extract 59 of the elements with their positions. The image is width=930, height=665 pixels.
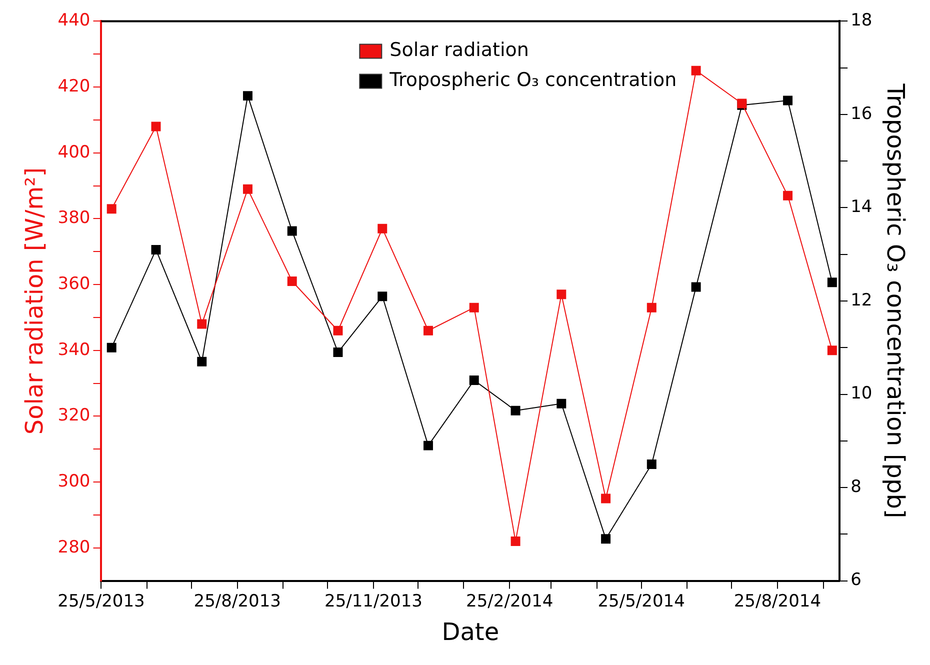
x-tick-label: 25/8/2014 bbox=[734, 591, 822, 612]
point bbox=[646, 459, 656, 469]
x-tick-label: 25/5/2014 bbox=[598, 591, 685, 612]
y2-axis-title: Tropospheric O₃ concentration [ppb] bbox=[881, 82, 910, 518]
y-tick-label: 360 bbox=[58, 274, 90, 294]
point bbox=[827, 278, 837, 288]
y-tick-label: 280 bbox=[58, 537, 90, 558]
point bbox=[242, 184, 252, 194]
point bbox=[691, 66, 701, 76]
x-tick-label: 25/8/2013 bbox=[194, 591, 281, 612]
point bbox=[510, 536, 520, 546]
legend-label: Solar radiation bbox=[390, 39, 529, 62]
x-tick-label: 25/11/2013 bbox=[324, 591, 422, 612]
point bbox=[197, 319, 207, 329]
point bbox=[197, 356, 207, 366]
y-tick-label: 300 bbox=[58, 471, 90, 492]
point bbox=[556, 290, 566, 300]
point bbox=[646, 302, 656, 312]
x-tick-label: 25/5/2013 bbox=[58, 591, 145, 612]
point bbox=[106, 342, 116, 352]
point bbox=[510, 406, 520, 416]
point bbox=[423, 440, 433, 450]
y2-tick-label: 18 bbox=[850, 10, 872, 31]
y-tick-label: 380 bbox=[58, 208, 90, 228]
y-tick-label: 340 bbox=[58, 340, 90, 360]
point bbox=[287, 276, 297, 286]
point bbox=[333, 326, 343, 336]
point bbox=[333, 348, 343, 358]
point bbox=[151, 122, 161, 132]
point bbox=[691, 282, 701, 292]
y-tick-label: 320 bbox=[58, 406, 90, 426]
point bbox=[827, 346, 837, 356]
point bbox=[378, 224, 388, 234]
y-tick-label: 420 bbox=[58, 76, 90, 96]
y2-tick-label: 10 bbox=[850, 384, 872, 404]
point bbox=[469, 302, 479, 312]
point bbox=[151, 244, 161, 254]
y2-tick-label: 8 bbox=[850, 476, 862, 497]
y-axis-title: Solar radiation [W/m²] bbox=[20, 167, 49, 435]
legend-label: Tropospheric O₃ concentration bbox=[388, 69, 677, 92]
point bbox=[242, 91, 252, 101]
point bbox=[378, 292, 388, 302]
y2-tick-label: 6 bbox=[850, 570, 862, 590]
point bbox=[423, 326, 433, 336]
y2-tick-label: 16 bbox=[850, 104, 872, 124]
point bbox=[783, 190, 793, 200]
point bbox=[556, 398, 566, 408]
x-tick-label: 25/2/2014 bbox=[466, 591, 554, 612]
point bbox=[783, 96, 793, 106]
y-tick-label: 440 bbox=[58, 10, 90, 31]
y2-tick-label: 12 bbox=[850, 290, 872, 310]
point bbox=[601, 494, 611, 504]
y-tick-label: 400 bbox=[58, 142, 90, 162]
y2-tick-label: 14 bbox=[850, 197, 872, 218]
point bbox=[287, 226, 297, 236]
point bbox=[469, 376, 479, 386]
point bbox=[601, 534, 611, 544]
point bbox=[106, 204, 116, 214]
x-axis-title: Date bbox=[442, 618, 500, 646]
